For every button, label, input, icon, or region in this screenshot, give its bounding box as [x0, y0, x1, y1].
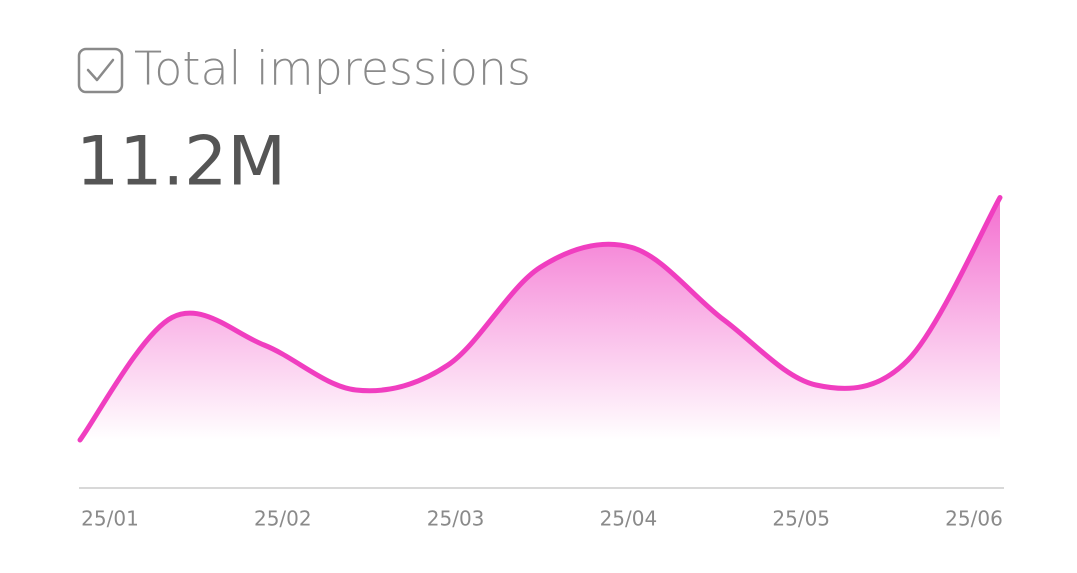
x-tick-label: 25/01: [81, 507, 139, 531]
checkbox-icon[interactable]: [77, 47, 124, 94]
x-tick-label: 25/04: [600, 507, 658, 531]
chart-title: Total impressions: [134, 42, 531, 96]
x-tick-label: 25/06: [945, 507, 1003, 531]
x-tick-label: 25/03: [427, 507, 485, 531]
x-tick-label: 25/05: [772, 507, 830, 531]
checkmark: [86, 58, 115, 82]
headline-value: 11.2M: [76, 123, 286, 202]
area-fill: [80, 197, 1000, 440]
line: [77, 195, 1003, 443]
x-tick-label: 25/02: [254, 507, 312, 531]
